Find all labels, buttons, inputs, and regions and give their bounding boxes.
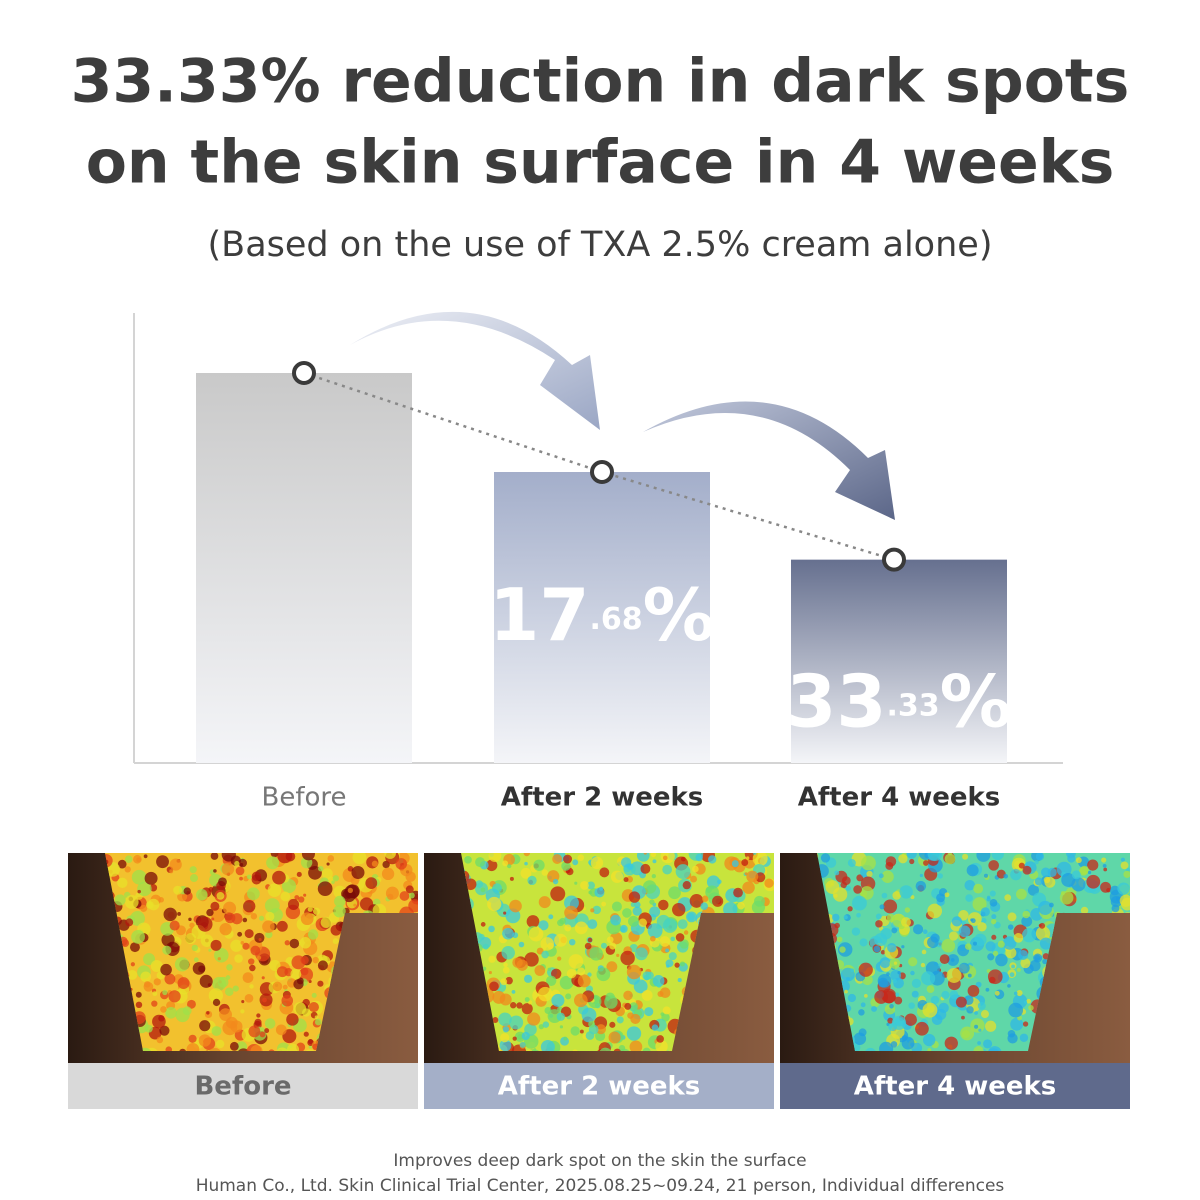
bar	[791, 559, 1007, 763]
image-caption: Before	[194, 1072, 291, 1102]
trend-point	[292, 361, 316, 385]
x-tick-label: After 2 weeks	[501, 783, 704, 813]
subtitle: (Based on the use of TXA 2.5% cream alon…	[208, 225, 993, 265]
title-line: 33.33% reduction in dark spots	[71, 47, 1130, 117]
heatmap-image	[68, 853, 418, 1063]
heatmap-image	[780, 853, 1130, 1063]
caption-bar	[68, 1063, 418, 1109]
x-tick-label: After 4 weeks	[798, 783, 1001, 813]
value-label: 33.33%	[786, 659, 1012, 743]
x-tick-label: Before	[261, 783, 346, 813]
bar	[494, 472, 710, 763]
bar	[196, 373, 412, 763]
footnote: Human Co., Ltd. Skin Clinical Trial Cent…	[196, 1176, 1005, 1196]
heatmap-image	[424, 853, 774, 1063]
title-line: on the skin surface in 4 weeks	[86, 128, 1115, 198]
caption-bar	[780, 1063, 1130, 1109]
trend-point	[882, 547, 906, 572]
image-caption: After 2 weeks	[498, 1072, 701, 1102]
caption-bar	[424, 1063, 774, 1109]
trend-point	[590, 460, 614, 485]
arrow	[350, 311, 600, 430]
image-caption: After 4 weeks	[854, 1072, 1057, 1102]
arrow	[643, 401, 895, 520]
footnote: Improves deep dark spot on the skin the …	[393, 1151, 806, 1171]
value-label: 17.68%	[489, 573, 715, 657]
